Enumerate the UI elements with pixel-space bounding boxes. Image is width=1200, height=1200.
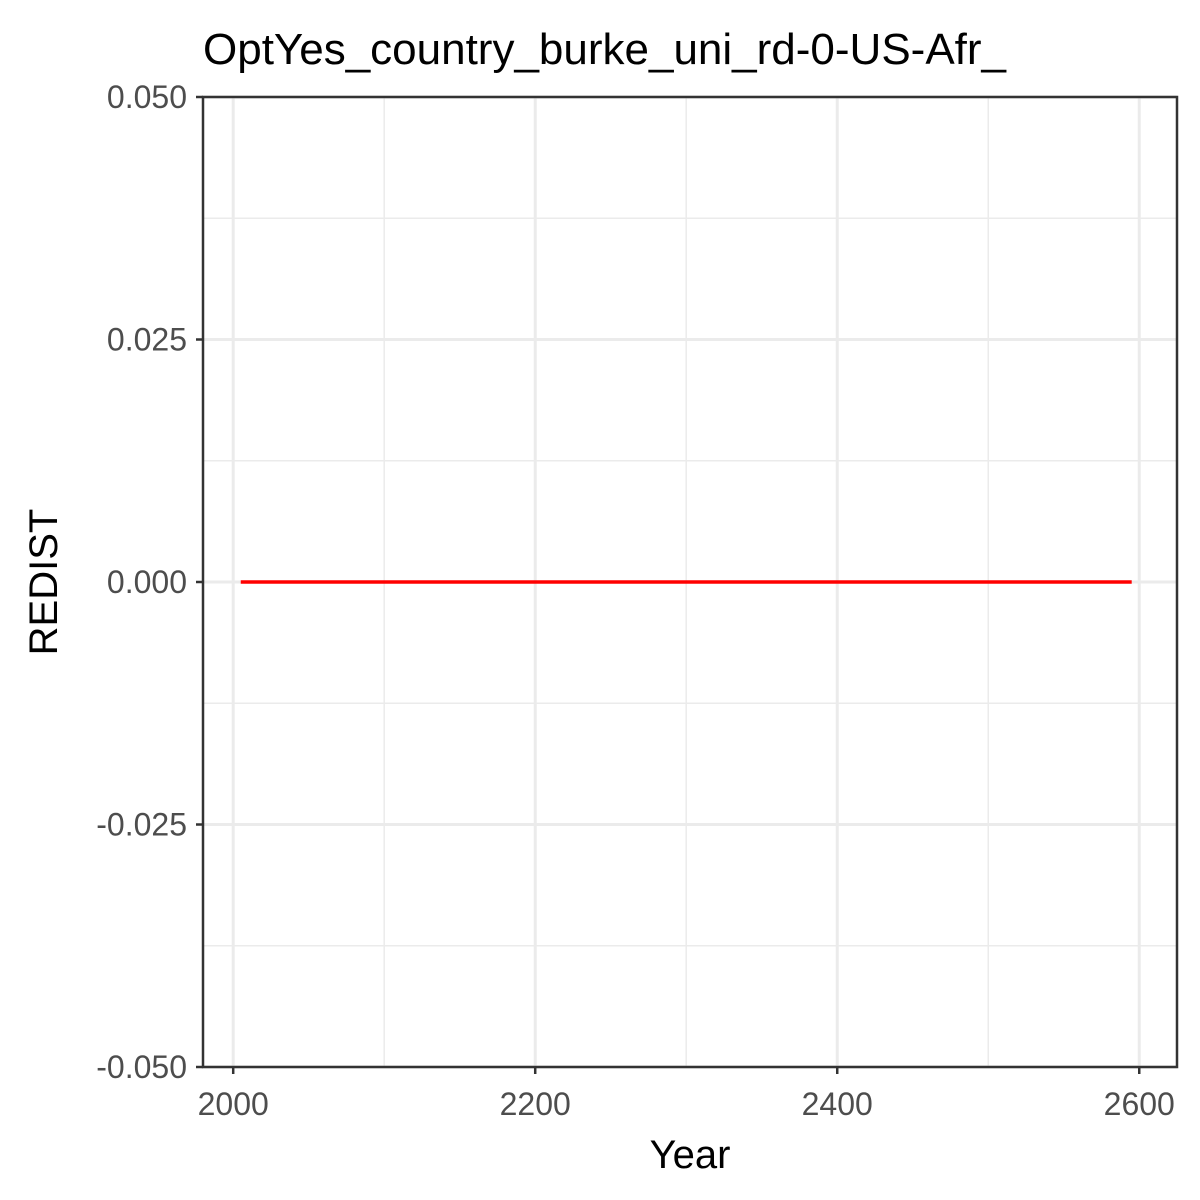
chart-title: OptYes_country_burke_uni_rd-0-US-Afr_ (203, 25, 1007, 74)
y-tick-label: -0.025 (96, 807, 187, 843)
x-axis-title: Year (650, 1133, 731, 1177)
y-axis-title: REDIST (22, 509, 66, 656)
y-axis-ticks: -0.050 -0.025 0.000 0.025 0.050 (96, 79, 203, 1085)
y-tick-label: 0.050 (107, 79, 187, 115)
x-axis-ticks: 2000 2200 2400 2600 (198, 1067, 1175, 1122)
y-tick-label: 0.000 (107, 564, 187, 600)
x-tick-label: 2400 (802, 1086, 873, 1122)
x-tick-label: 2600 (1104, 1086, 1175, 1122)
x-tick-label: 2200 (500, 1086, 571, 1122)
y-tick-label: 0.025 (107, 322, 187, 358)
y-tick-label: -0.050 (96, 1049, 187, 1085)
x-tick-label: 2000 (198, 1086, 269, 1122)
